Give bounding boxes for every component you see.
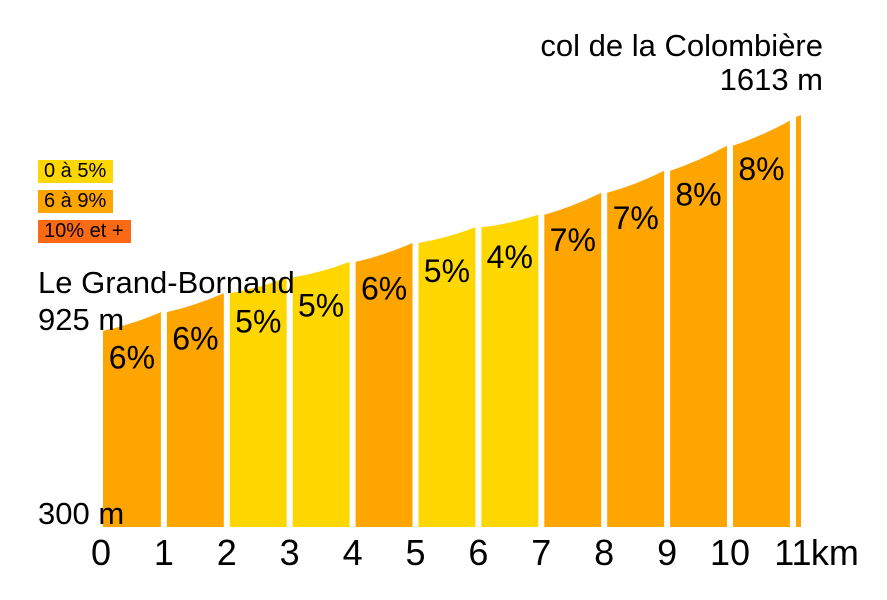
profile-segment-km7-8 <box>544 192 602 528</box>
gradient-label-km6-7: 4% <box>487 239 533 275</box>
axis-tick-5: 5 <box>405 532 425 573</box>
legend-item-label: 6 à 9% <box>44 190 107 212</box>
gradient-label-km2-3: 5% <box>235 303 281 339</box>
axis-tick-8: 8 <box>594 532 614 573</box>
start-label: Le Grand-Bornand 925 m <box>38 264 295 338</box>
axis-unit-label: km <box>811 532 859 573</box>
gradient-label-km0-1: 6% <box>109 340 155 376</box>
axis-tick-4: 4 <box>343 532 363 573</box>
legend-item-label: 10% et + <box>44 220 124 242</box>
profile-segment-km4-5 <box>355 243 413 527</box>
legend-item-0: 0 à 5% <box>38 160 114 183</box>
gradient-label-km8-9: 7% <box>613 200 659 236</box>
axis-tick-7: 7 <box>531 532 551 573</box>
gradient-label-km4-5: 6% <box>361 270 407 306</box>
axis-tick-1: 1 <box>154 532 174 573</box>
profile-segment-km0-1 <box>103 312 161 527</box>
start-elevation: 925 m <box>38 302 125 337</box>
legend-item-2: 10% et + <box>38 220 131 243</box>
baseline-elevation-label: 300 m <box>38 496 125 531</box>
axis-tick-9: 9 <box>657 532 677 573</box>
summit-title: col de la Colombière 1613 m <box>540 29 823 97</box>
summit-name: col de la Colombière <box>540 28 823 63</box>
profile-segment-km10-11 <box>733 120 790 527</box>
axis-tick-6: 6 <box>468 532 488 573</box>
gradient-label-km5-6: 5% <box>424 253 470 289</box>
gradient-label-km9-10: 8% <box>675 176 721 212</box>
axis-tick-11: 11 <box>774 532 811 573</box>
axis-tick-10: 10 <box>710 532 750 573</box>
gradient-label-km10-11: 8% <box>738 151 784 187</box>
profile-segment-km1-2 <box>166 293 224 527</box>
profile-segment-km3-4 <box>292 261 350 527</box>
gradient-label-km3-4: 5% <box>298 288 344 324</box>
profile-segment-km8-9 <box>607 170 665 527</box>
axis-tick-3: 3 <box>280 532 300 573</box>
gradient-legend: 0 à 5% 6 à 9% 10% et + <box>38 160 131 250</box>
summit-elevation: 1613 m <box>719 62 823 97</box>
start-name: Le Grand-Bornand <box>38 265 295 300</box>
axis-tick-2: 2 <box>217 532 237 573</box>
legend-item-label: 0 à 5% <box>44 160 107 182</box>
profile-segment-km9-10 <box>670 145 727 528</box>
profile-segment-km5-6 <box>418 227 476 528</box>
gradient-label-km7-8: 7% <box>550 222 596 258</box>
profile-segment-km2-3 <box>229 277 287 527</box>
gradient-label-km1-2: 6% <box>172 321 218 357</box>
profile-segment-km6-7 <box>481 214 539 528</box>
legend-item-1: 6 à 9% <box>38 190 114 213</box>
summit-marker <box>796 115 801 527</box>
axis-tick-0: 0 <box>91 532 111 573</box>
